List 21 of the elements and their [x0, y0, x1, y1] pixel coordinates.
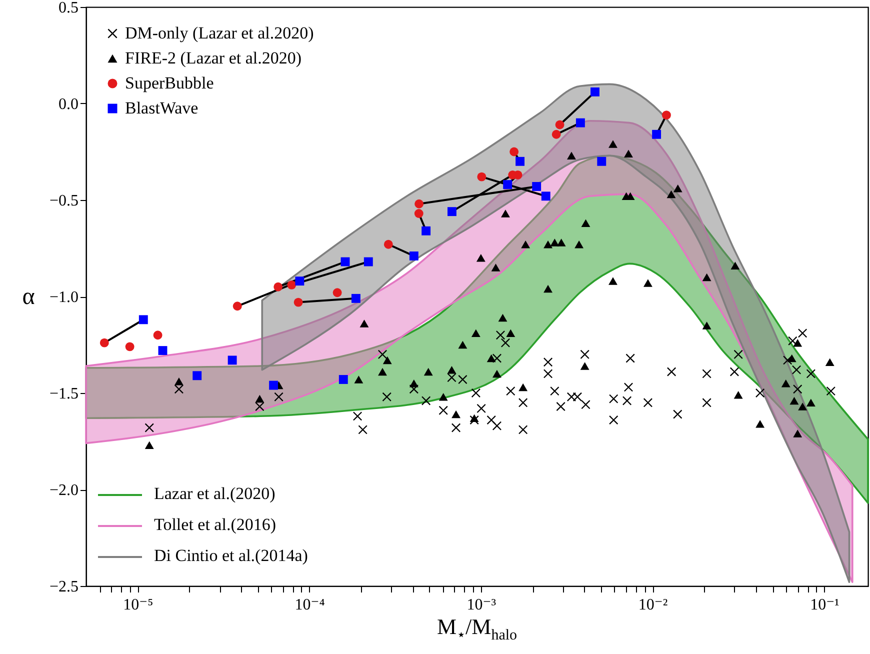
legend-label: Di Cintio et al.(2014a) — [154, 546, 308, 565]
legend-label: SuperBubble — [125, 74, 214, 92]
y-tick-label: 0.5 — [58, 0, 78, 16]
y-tick-label: −0.5 — [49, 192, 78, 210]
y-tick-label: −2.5 — [49, 578, 78, 596]
legend-label: Tollet et al.(2016) — [154, 515, 276, 534]
legend-label: BlastWave — [125, 98, 198, 118]
legend-label: Lazar et al.(2020) — [154, 484, 276, 503]
x-tick-label: 10⁻⁵ — [123, 596, 154, 614]
legend-label: FIRE-2 (Lazar et al.2020) — [125, 48, 302, 68]
y-tick-label: −1.5 — [49, 386, 78, 402]
y-tick-label: −1.0 — [49, 289, 78, 306]
x-tick-label: 10⁻³ — [466, 596, 496, 614]
y-tick-label: −2.0 — [49, 482, 78, 499]
x-tick-label: 10⁻² — [638, 596, 668, 614]
y-axis-title: α — [22, 284, 36, 310]
x-tick-label: 10⁻¹ — [810, 596, 840, 614]
x-tick-label: 10⁻⁴ — [294, 596, 326, 614]
legend-label: DM-only (Lazar et al.2020) — [125, 24, 314, 42]
x-axis-title: M$_{⋆}$/M$_{halo}$ — [436, 614, 518, 644]
y-tick-label: 0.0 — [58, 96, 78, 113]
